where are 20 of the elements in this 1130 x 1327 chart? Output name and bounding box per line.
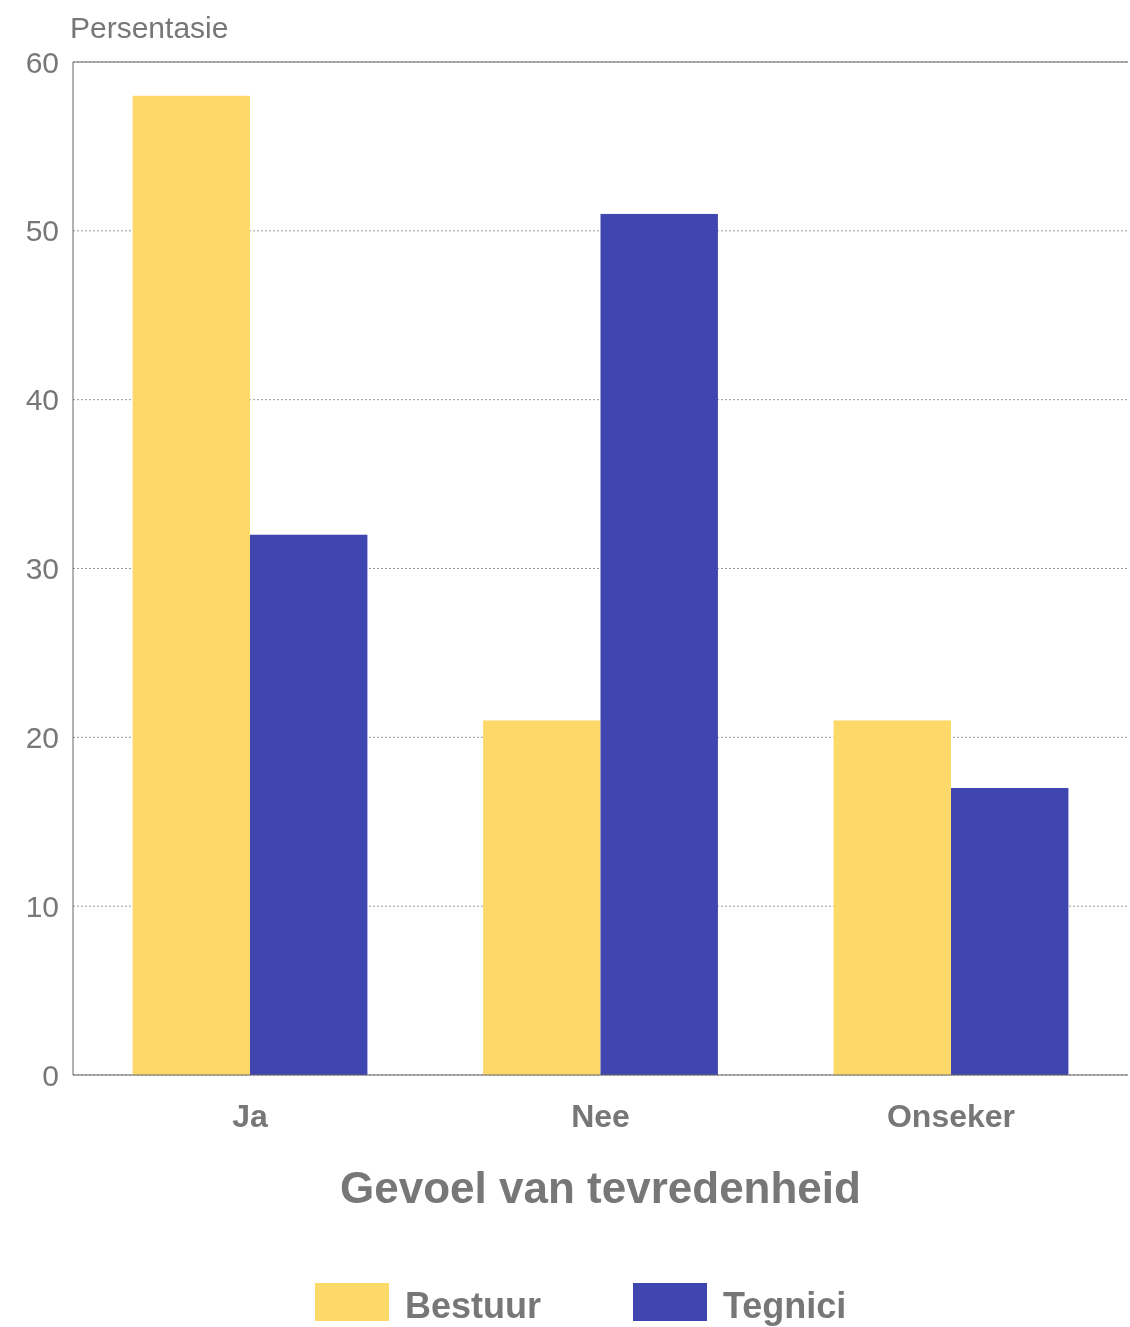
y-tick-label: 20 [25,720,59,754]
y-tick-label: 30 [25,552,59,585]
y-tick-label: 40 [25,383,59,417]
x-tick-label: Onseker [886,1098,1016,1134]
legend-label: Tegnici [723,1285,847,1326]
x-tick-label: Nee [571,1098,630,1134]
y-tick-label: 50 [25,214,59,248]
bar [951,787,1069,1075]
bar [250,534,368,1075]
bar [600,213,718,1075]
legend-label: Bestuur [405,1285,542,1326]
y-tick-label: 10 [25,889,59,923]
y-tick-label: 0 [42,1058,59,1092]
x-axis-title: Gevoel van tevredenheid [340,1163,861,1212]
bar [132,95,250,1075]
bar [483,720,601,1075]
y-axis-title: Persentasie [70,11,229,44]
x-tick-label: Ja [232,1098,268,1134]
bar [833,720,951,1075]
y-tick-label: 60 [25,45,59,79]
